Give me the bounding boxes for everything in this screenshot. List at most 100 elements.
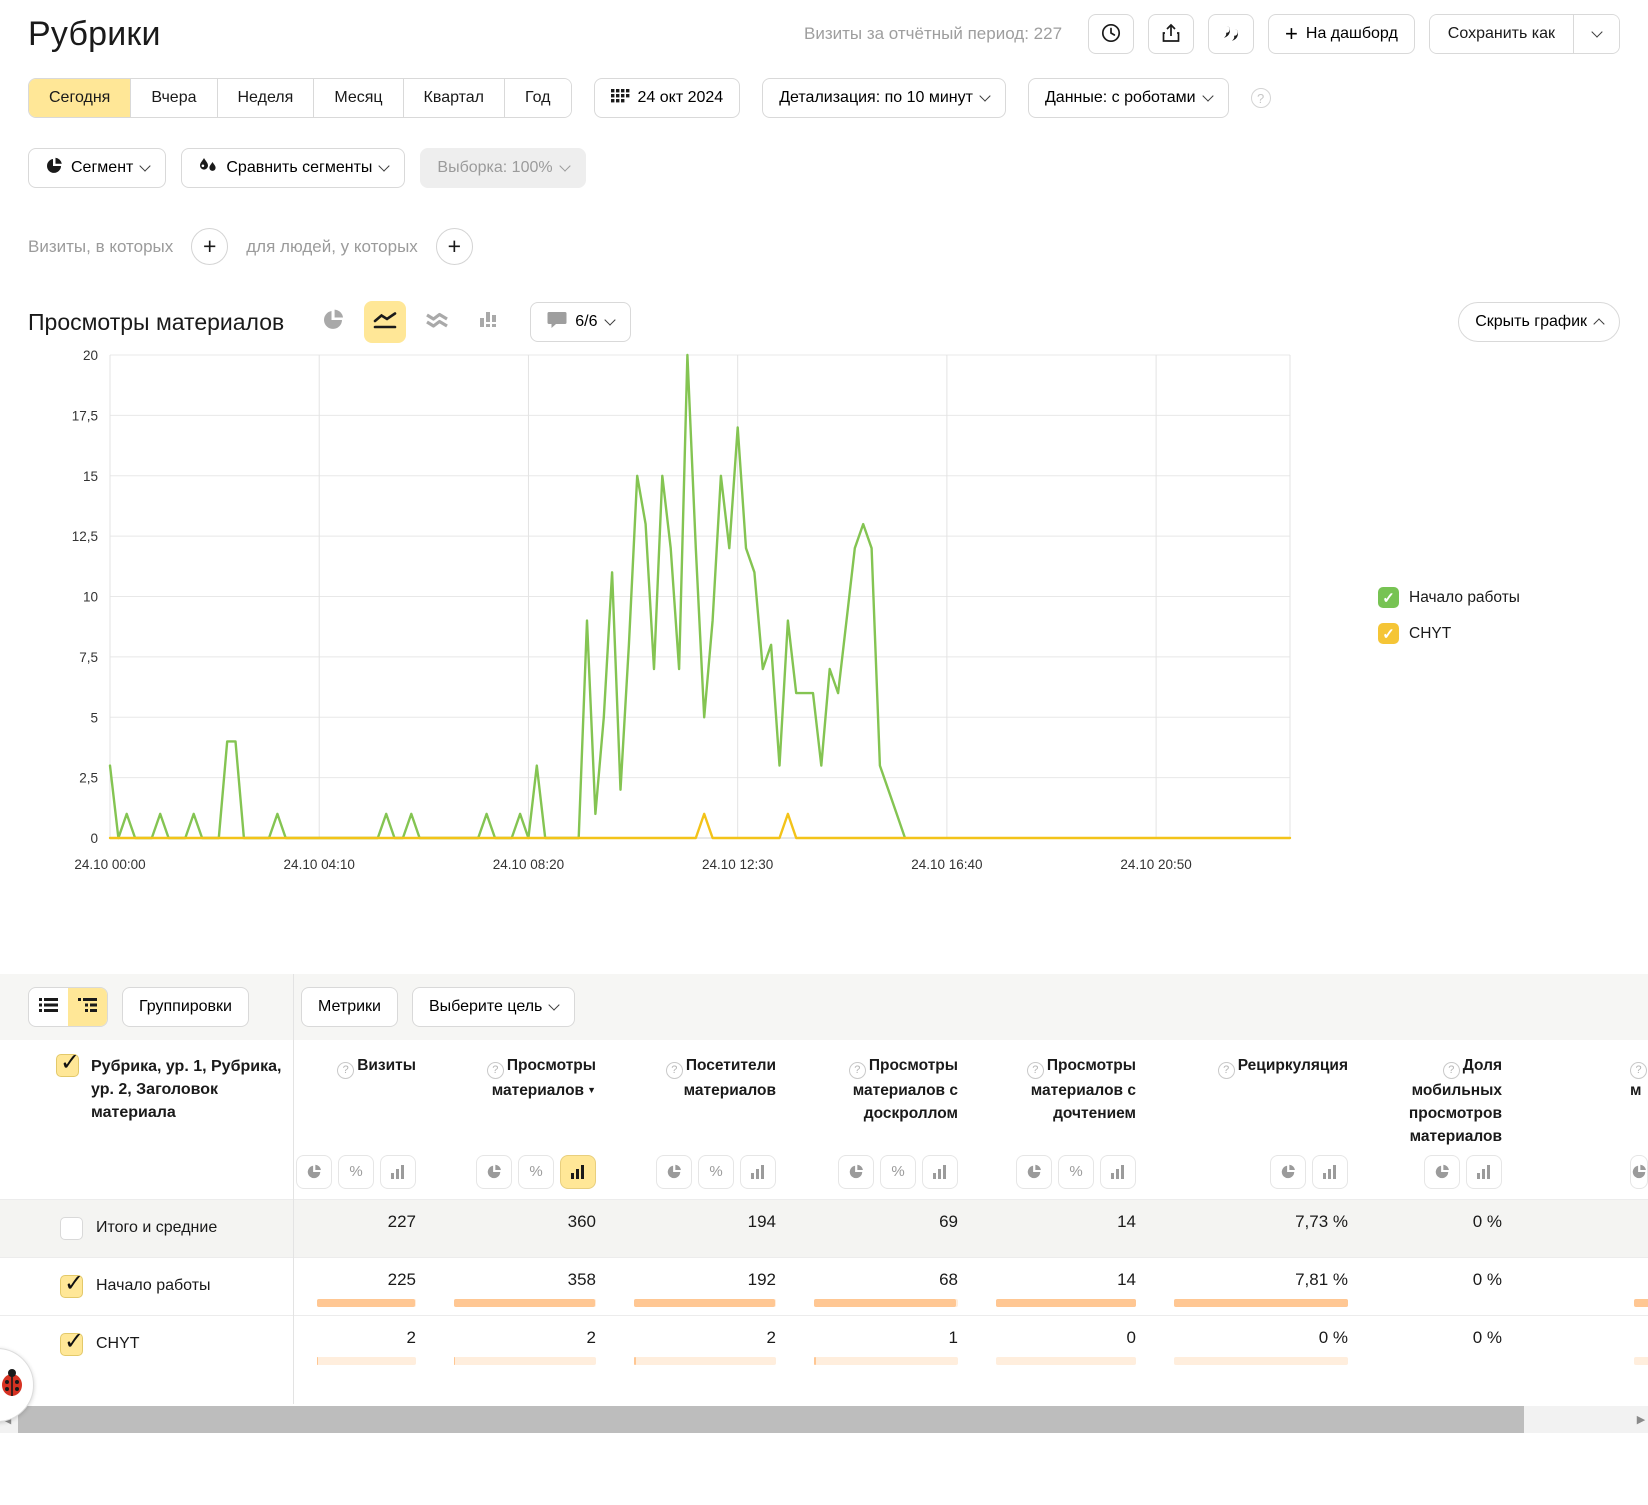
chevron-down-icon bbox=[604, 314, 615, 325]
help-icon[interactable]: ? bbox=[1251, 88, 1271, 108]
chart-legend: ✓ Начало работы ✓ CHYT bbox=[1378, 587, 1520, 644]
column-header-recirculation[interactable]: ?Рециркуляция bbox=[1150, 1040, 1362, 1149]
history-button[interactable] bbox=[1088, 14, 1134, 54]
chevron-down-icon bbox=[1202, 90, 1213, 101]
table-row-nachalo-raboty[interactable]: Начало работы 225 358 192 68 14 7,81 % 0… bbox=[0, 1257, 1648, 1315]
view-toggle bbox=[28, 987, 108, 1027]
save-as-split-button: Сохранить как bbox=[1429, 14, 1620, 54]
pie-display-button[interactable] bbox=[1630, 1155, 1648, 1189]
legend-item-nachalo-raboty[interactable]: ✓ Начало работы bbox=[1378, 587, 1520, 608]
groupings-button[interactable]: Группировки bbox=[122, 987, 249, 1027]
hide-chart-button[interactable]: Скрыть график bbox=[1458, 302, 1620, 342]
table-row-chyt[interactable]: CHYT 2 2 2 1 0 0 % 0 % bbox=[0, 1315, 1648, 1373]
segment-dropdown[interactable]: Сегмент bbox=[28, 148, 166, 188]
question-icon[interactable]: ? bbox=[1218, 1062, 1235, 1079]
save-as-button[interactable]: Сохранить как bbox=[1430, 15, 1573, 53]
column-header-material-visitors[interactable]: ?Посетители материалов bbox=[610, 1040, 790, 1149]
percent-display-button[interactable]: % bbox=[1058, 1155, 1094, 1189]
column-header-views-readthrough[interactable]: ?Просмотры материалов с дочтением bbox=[972, 1040, 1150, 1149]
annotations-dropdown[interactable]: 6/6 bbox=[530, 302, 630, 342]
value-bar bbox=[454, 1299, 596, 1307]
add-people-filter-button[interactable]: + bbox=[436, 228, 473, 265]
question-icon[interactable]: ? bbox=[849, 1062, 866, 1079]
scroll-right-icon[interactable]: ▶ bbox=[1634, 1413, 1648, 1426]
list-view-button[interactable] bbox=[29, 988, 68, 1026]
column-header-material-views[interactable]: ?Просмотры материалов▼ bbox=[430, 1040, 610, 1149]
table-row-totals[interactable]: Итого и средние 227 360 194 69 14 7,73 %… bbox=[0, 1199, 1648, 1257]
checked-checkbox-icon: ✓ bbox=[1378, 623, 1399, 644]
percent-display-button[interactable]: % bbox=[880, 1155, 916, 1189]
data-mode-dropdown[interactable]: Данные: с роботами bbox=[1028, 78, 1229, 118]
display-toggles-visits: % bbox=[293, 1149, 430, 1199]
tab-year[interactable]: Год bbox=[504, 79, 570, 117]
detailing-label: Детализация: по 10 минут bbox=[779, 89, 973, 107]
column-header-partial[interactable]: ?м bbox=[1516, 1040, 1648, 1149]
metrics-button[interactable]: Метрики bbox=[301, 987, 398, 1027]
bars-display-button[interactable] bbox=[1312, 1155, 1348, 1189]
select-all-checkbox[interactable] bbox=[56, 1054, 79, 1077]
api-quotes-button[interactable] bbox=[1208, 14, 1254, 54]
goal-dropdown[interactable]: Выберите цель bbox=[412, 987, 575, 1027]
page-title: Рубрики bbox=[28, 15, 161, 54]
bars-display-button[interactable] bbox=[1100, 1155, 1136, 1189]
tab-week[interactable]: Неделя bbox=[217, 79, 314, 117]
question-icon[interactable]: ? bbox=[1443, 1062, 1460, 1079]
question-icon[interactable]: ? bbox=[666, 1062, 683, 1079]
row-checkbox[interactable] bbox=[60, 1275, 83, 1298]
pie-display-button[interactable] bbox=[838, 1155, 874, 1189]
pie-display-button[interactable] bbox=[476, 1155, 512, 1189]
svg-text:24.10 12:30: 24.10 12:30 bbox=[702, 857, 773, 872]
tab-quarter[interactable]: Квартал bbox=[403, 79, 504, 117]
add-visits-filter-button[interactable]: + bbox=[191, 228, 228, 265]
question-icon[interactable]: ? bbox=[1027, 1062, 1044, 1079]
column-header-visits[interactable]: ?Визиты bbox=[293, 1040, 430, 1149]
add-to-dashboard-button[interactable]: + На дашборд bbox=[1268, 14, 1415, 54]
cell-partial bbox=[1516, 1200, 1648, 1257]
svg-text:0: 0 bbox=[90, 831, 98, 846]
percent-display-button[interactable]: % bbox=[338, 1155, 374, 1189]
area-chart-type-button[interactable] bbox=[416, 301, 458, 343]
horizontal-scrollbar[interactable]: ◀ ▶ bbox=[0, 1406, 1648, 1433]
column-header-views-doscroll[interactable]: ?Просмотры материалов с доскроллом bbox=[790, 1040, 972, 1149]
legend-item-chyt[interactable]: ✓ CHYT bbox=[1378, 623, 1520, 644]
pie-display-button[interactable] bbox=[296, 1155, 332, 1189]
bar-chart-type-button[interactable] bbox=[468, 301, 510, 343]
bars-display-button[interactable] bbox=[740, 1155, 776, 1189]
tree-view-button[interactable] bbox=[68, 988, 107, 1026]
pie-display-button[interactable] bbox=[1424, 1155, 1460, 1189]
pie-display-button[interactable] bbox=[1270, 1155, 1306, 1189]
cell-recirculation: 0 % bbox=[1150, 1316, 1362, 1373]
pie-display-button[interactable] bbox=[1016, 1155, 1052, 1189]
bars-display-button[interactable] bbox=[560, 1155, 596, 1189]
compare-segments-dropdown[interactable]: Сравнить сегменты bbox=[181, 148, 405, 188]
tab-month[interactable]: Месяц bbox=[313, 79, 402, 117]
question-icon[interactable]: ? bbox=[487, 1062, 504, 1079]
detailing-dropdown[interactable]: Детализация: по 10 минут bbox=[762, 78, 1006, 118]
percent-display-button[interactable]: % bbox=[698, 1155, 734, 1189]
line-chart-type-button[interactable] bbox=[364, 301, 406, 343]
calendar-grid-icon bbox=[611, 87, 630, 109]
question-icon[interactable]: ? bbox=[1630, 1062, 1647, 1079]
save-as-menu-button[interactable] bbox=[1573, 15, 1619, 53]
bars-display-button[interactable] bbox=[380, 1155, 416, 1189]
question-icon[interactable]: ? bbox=[337, 1062, 354, 1079]
scrollbar-thumb[interactable] bbox=[18, 1406, 1524, 1433]
bars-display-button[interactable] bbox=[1466, 1155, 1502, 1189]
column-header-mobile-share[interactable]: ?Доля мобильных просмотров материалов bbox=[1362, 1040, 1516, 1149]
percent-display-button[interactable]: % bbox=[518, 1155, 554, 1189]
chart-type-switcher: 6/6 bbox=[312, 301, 630, 343]
svg-text:7,5: 7,5 bbox=[79, 650, 98, 665]
row-checkbox[interactable] bbox=[60, 1333, 83, 1356]
tab-yesterday[interactable]: Вчера bbox=[130, 79, 216, 117]
pie-chart-type-button[interactable] bbox=[312, 301, 354, 343]
sampling-dropdown[interactable]: Выборка: 100% bbox=[420, 148, 585, 188]
pie-display-button[interactable] bbox=[656, 1155, 692, 1189]
value-bar bbox=[317, 1357, 416, 1365]
tab-today[interactable]: Сегодня bbox=[29, 79, 130, 117]
segment-row: Сегмент Сравнить сегменты Выборка: 100% bbox=[0, 118, 1648, 188]
date-picker-button[interactable]: 24 окт 2024 bbox=[594, 78, 741, 118]
table-controls: Группировки Метрики Выберите цель bbox=[0, 974, 1648, 1040]
row-checkbox[interactable] bbox=[60, 1217, 83, 1240]
export-button[interactable] bbox=[1148, 14, 1194, 54]
bars-display-button[interactable] bbox=[922, 1155, 958, 1189]
